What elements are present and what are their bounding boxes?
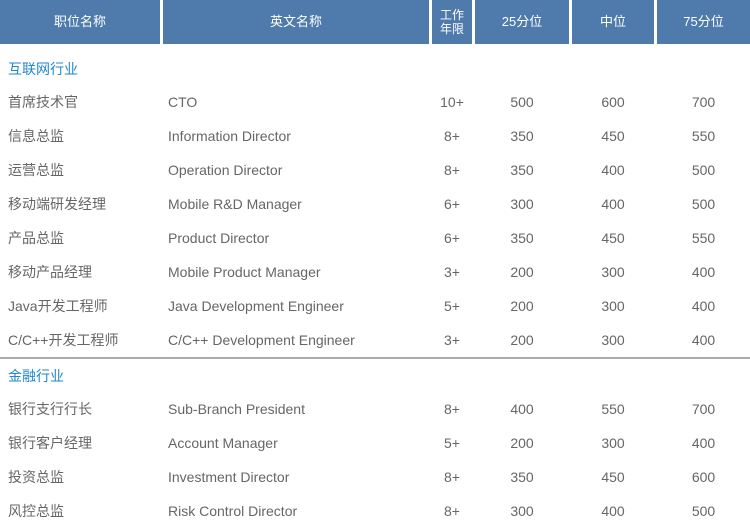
cell-p25: 350: [510, 469, 534, 485]
table-row: 运营总监 Operation Director 8+ 350 400 500: [0, 153, 750, 187]
table-row: Java开发工程师 Java Development Engineer 5+ 2…: [0, 289, 750, 323]
cell-position-name: 银行支行行长: [8, 401, 92, 417]
table-header: 职位名称 英文名称 工作年限 25分位 中位 75分位: [0, 0, 750, 44]
cell-p75: 550: [691, 230, 716, 246]
column-header-position-name: 职位名称: [0, 0, 160, 44]
section-title-internet: 互联网行业: [8, 60, 78, 77]
cell-median: 450: [601, 230, 625, 246]
table-row: 移动端研发经理 Mobile R&D Manager 6+ 300 400 50…: [0, 187, 750, 221]
cell-p25: 400: [510, 401, 534, 417]
cell-work-years: 5+: [444, 298, 460, 314]
cell-work-years: 8+: [444, 128, 460, 144]
cell-median: 300: [601, 435, 625, 451]
cell-work-years: 8+: [444, 503, 460, 519]
cell-p25: 200: [510, 298, 534, 314]
cell-english-name: Account Manager: [168, 435, 278, 451]
cell-p25: 200: [510, 435, 534, 451]
table-row: 移动产品经理 Mobile Product Manager 3+ 200 300…: [0, 255, 750, 289]
table-row: 银行支行行长 Sub-Branch President 8+ 400 550 7…: [0, 392, 750, 426]
cell-p75: 500: [691, 196, 716, 212]
column-header-median: 中位: [572, 0, 654, 44]
cell-english-name: Product Director: [168, 230, 270, 246]
cell-p75: 400: [691, 435, 716, 451]
section-title-finance: 金融行业: [8, 367, 64, 384]
column-header-p25: 25分位: [475, 0, 569, 44]
cell-median: 600: [601, 94, 625, 110]
column-header-work-years: 工作年限: [432, 0, 472, 44]
cell-p75: 500: [691, 162, 716, 178]
cell-position-name: 运营总监: [8, 162, 64, 178]
cell-position-name: 风控总监: [8, 503, 64, 519]
table-row: 首席技术官 CTO 10+ 500 600 700: [0, 85, 750, 119]
cell-p25: 500: [510, 94, 534, 110]
cell-work-years: 8+: [444, 469, 460, 485]
cell-p75: 500: [691, 503, 716, 519]
cell-median: 450: [601, 128, 625, 144]
cell-english-name: Operation Director: [168, 162, 283, 178]
cell-median: 300: [601, 298, 625, 314]
cell-position-name: 移动端研发经理: [8, 196, 106, 212]
cell-work-years: 10+: [440, 94, 464, 110]
cell-p75: 400: [691, 264, 716, 280]
section-divider: [0, 357, 750, 359]
cell-english-name: CTO: [168, 94, 198, 110]
cell-english-name: Risk Control Director: [168, 503, 298, 519]
cell-position-name: 信息总监: [8, 128, 64, 144]
cell-median: 300: [601, 264, 625, 280]
cell-median: 550: [601, 401, 625, 417]
cell-english-name: Java Development Engineer: [168, 298, 344, 314]
cell-work-years: 6+: [444, 230, 460, 246]
cell-english-name: C/C++ Development Engineer: [168, 332, 355, 348]
cell-median: 400: [601, 162, 625, 178]
cell-work-years: 3+: [444, 332, 460, 348]
cell-english-name: Mobile Product Manager: [168, 264, 321, 280]
cell-work-years: 5+: [444, 435, 460, 451]
table-row: 银行客户经理 Account Manager 5+ 200 300 400: [0, 426, 750, 460]
cell-p75: 400: [691, 298, 716, 314]
cell-position-name: 移动产品经理: [8, 264, 92, 280]
table-row: C/C++开发工程师 C/C++ Development Engineer 3+…: [0, 323, 750, 357]
cell-p75: 600: [691, 469, 716, 485]
table-row: 信息总监 Information Director 8+ 350 450 550: [0, 119, 750, 153]
cell-p25: 300: [510, 196, 534, 212]
cell-median: 450: [601, 469, 625, 485]
cell-position-name: 首席技术官: [8, 94, 78, 110]
cell-p25: 350: [510, 162, 534, 178]
cell-position-name: C/C++开发工程师: [8, 332, 119, 348]
cell-p25: 350: [510, 230, 534, 246]
column-header-p75: 75分位: [657, 0, 750, 44]
cell-p75: 400: [691, 332, 716, 348]
cell-position-name: 投资总监: [8, 469, 64, 485]
cell-english-name: Investment Director: [168, 469, 290, 485]
cell-p25: 300: [510, 503, 534, 519]
cell-position-name: Java开发工程师: [8, 298, 108, 314]
cell-work-years: 6+: [444, 196, 460, 212]
cell-p25: 350: [510, 128, 534, 144]
cell-work-years: 3+: [444, 264, 460, 280]
cell-work-years: 8+: [444, 401, 460, 417]
cell-median: 400: [601, 503, 625, 519]
cell-p75: 700: [691, 94, 716, 110]
column-header-english-name: 英文名称: [163, 0, 429, 44]
cell-work-years: 8+: [444, 162, 460, 178]
cell-english-name: Sub-Branch President: [168, 401, 305, 417]
cell-p75: 700: [691, 401, 716, 417]
cell-median: 300: [601, 332, 625, 348]
cell-position-name: 产品总监: [8, 230, 64, 246]
cell-median: 400: [601, 196, 625, 212]
cell-position-name: 银行客户经理: [8, 435, 92, 451]
cell-p25: 200: [510, 264, 534, 280]
table-row: 风控总监 Risk Control Director 8+ 300 400 50…: [0, 494, 750, 528]
cell-english-name: Mobile R&D Manager: [168, 196, 302, 212]
cell-p25: 200: [510, 332, 534, 348]
cell-english-name: Information Director: [168, 128, 291, 144]
table-row: 产品总监 Product Director 6+ 350 450 550: [0, 221, 750, 255]
table-row: 投资总监 Investment Director 8+ 350 450 600: [0, 460, 750, 494]
cell-p75: 550: [691, 128, 716, 144]
